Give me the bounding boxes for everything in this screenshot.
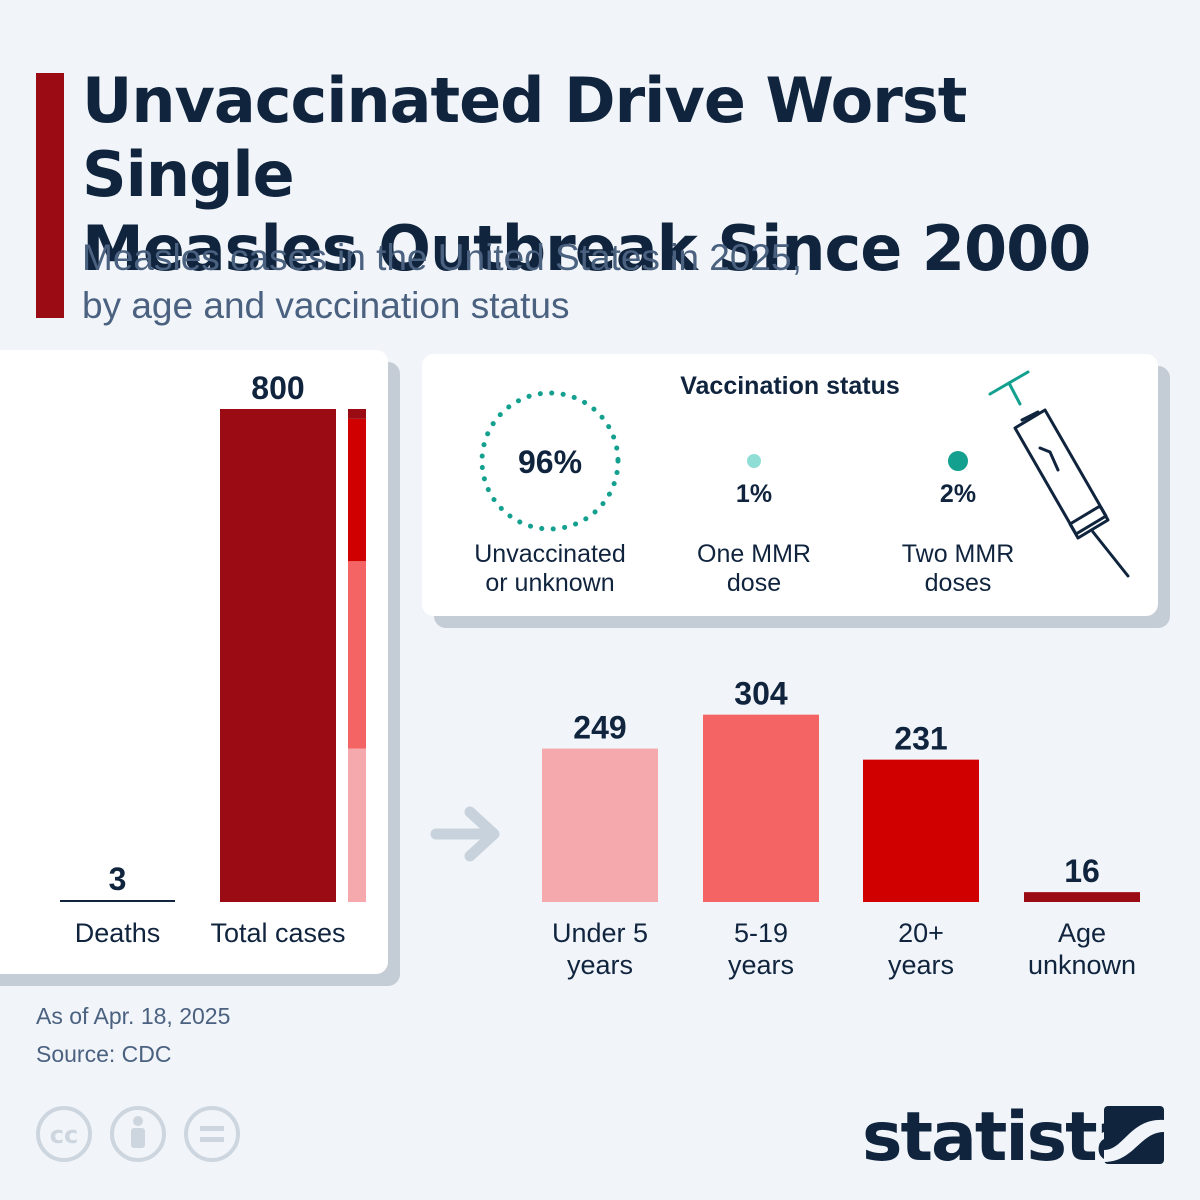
subtitle-line-1: Measles cases in the United States in 20… <box>82 237 802 278</box>
bar-total-cases <box>220 409 336 902</box>
axis-label-age-unknown-line-1: Age <box>1058 918 1106 948</box>
title-line-1: Unvaccinated Drive Worst Single <box>82 64 967 211</box>
value-label-deaths: 3 <box>109 861 127 897</box>
attribution-icon <box>110 1106 166 1162</box>
axis-label-under-5-line-2: years <box>567 950 633 980</box>
creative-commons-icon: cc <box>36 1106 92 1162</box>
syringe-icon <box>988 370 1130 578</box>
value-label-20-plus: 231 <box>894 721 947 757</box>
as-of-date: As of Apr. 18, 2025 <box>36 1003 231 1029</box>
source-note: Source: CDC <box>36 1041 172 1067</box>
one-dose-label-line-2: dose <box>726 569 782 597</box>
subtitle-line-2: by age and vaccination status <box>82 285 570 326</box>
two-dose-dot <box>948 451 968 471</box>
total-breakdown-segment-age-unknown <box>348 409 366 419</box>
title-accent-bar <box>36 73 64 318</box>
axis-label-age-unknown-line-2: unknown <box>1028 950 1136 980</box>
value-label-total-cases: 800 <box>251 370 304 406</box>
unvaccinated-label-line-2: or unknown <box>485 569 615 597</box>
bar-deaths <box>60 900 175 902</box>
statista-logo: statista <box>862 1098 1142 1177</box>
axis-label-5-19-line-1: 5-19 <box>734 918 788 948</box>
two-dose-label-line-2: doses <box>924 569 992 597</box>
license-icons: cc <box>36 1106 240 1162</box>
title-line-2: Measles Outbreak Since 2000 <box>82 212 1091 285</box>
axis-label-total-cases: Total cases <box>210 918 345 948</box>
total-breakdown-segment-5-19 <box>348 561 366 749</box>
bar-20-plus <box>863 759 979 902</box>
one-dose-label: One MMR dose <box>644 540 864 598</box>
axis-label-deaths: Deaths <box>75 918 161 948</box>
two-dose-label: Two MMR doses <box>848 540 1068 598</box>
value-label-under-5: 249 <box>573 710 626 746</box>
page-title: Unvaccinated Drive Worst Single Measles … <box>82 64 1182 286</box>
axis-label-20-plus-line-1: 20+ <box>898 918 944 948</box>
one-dose-percent: 1% <box>735 480 773 508</box>
value-label-5-19: 304 <box>734 676 788 712</box>
no-derivatives-icon <box>184 1106 240 1162</box>
one-dose-label-line-1: One MMR <box>697 540 811 568</box>
axis-label-under-5-line-1: Under 5 <box>552 918 648 948</box>
unvaccinated-percent: 96% <box>517 444 583 480</box>
value-label-age-unknown: 16 <box>1064 853 1100 889</box>
vaccination-title: Vaccination status <box>680 372 900 400</box>
page-subtitle: Measles cases in the United States in 20… <box>82 234 1082 330</box>
bar-under-5 <box>542 748 658 902</box>
arrow-icon <box>430 806 500 862</box>
two-dose-label-line-1: Two MMR <box>901 540 1015 568</box>
one-dose-dot <box>747 454 761 468</box>
bar-5-19 <box>703 714 819 902</box>
two-dose-percent: 2% <box>939 480 977 508</box>
total-breakdown-segment-20-plus <box>348 418 366 562</box>
axis-label-5-19-line-2: years <box>728 950 794 980</box>
bar-age-unknown <box>1024 892 1140 902</box>
unvaccinated-label-line-1: Unvaccinated <box>474 540 626 568</box>
svg-text:cc: cc <box>50 1121 78 1149</box>
total-breakdown-segment-under-5 <box>348 748 366 902</box>
unvaccinated-label: Unvaccinated or unknown <box>440 540 660 598</box>
vaccination-card <box>422 354 1158 616</box>
axis-label-20-plus-line-2: years <box>888 950 954 980</box>
unvaccinated-ring <box>479 390 621 532</box>
